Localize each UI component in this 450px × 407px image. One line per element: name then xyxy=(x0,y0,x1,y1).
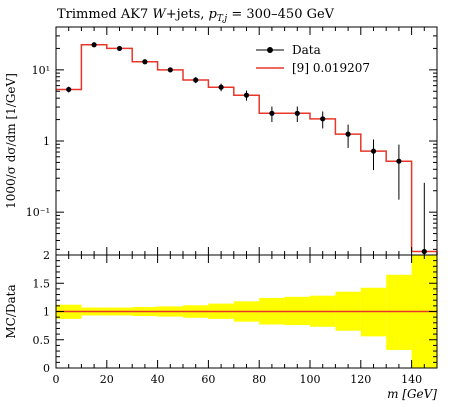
title-range: = 300–450 GeV xyxy=(227,7,334,22)
data-point xyxy=(218,84,224,90)
data-point xyxy=(243,92,250,98)
data-point xyxy=(345,131,351,137)
data-point xyxy=(66,86,72,93)
legend: Data [9] 0.019207 xyxy=(256,43,370,75)
ratio-y-tick-label: 2 xyxy=(43,249,50,262)
main-y-axis: 10¹ 1 10⁻¹ xyxy=(26,26,437,250)
data-points xyxy=(66,42,427,255)
x-tick-label: 20 xyxy=(100,373,114,386)
main-y-tick-label: 1 xyxy=(43,135,50,148)
legend-data-label: Data xyxy=(292,43,321,57)
ratio-y-axis: 0 0.5 1 1.5 2 xyxy=(33,249,437,375)
x-tick-label: 140 xyxy=(401,373,422,386)
legend-data-marker xyxy=(267,47,273,53)
mc-histogram xyxy=(56,44,438,255)
main-y-tick-label: 10⁻¹ xyxy=(26,206,50,219)
title-sub: T,j xyxy=(217,14,228,24)
ratio-band-bin xyxy=(386,274,412,350)
title-main: Trimmed AK7 xyxy=(57,7,152,22)
data-point xyxy=(370,148,377,154)
main-y-label: 1000/σ dσ/dm [1/GeV] xyxy=(4,73,18,209)
main-frame xyxy=(55,26,438,256)
data-point xyxy=(294,110,300,116)
data-point xyxy=(320,116,326,122)
ratio-frame xyxy=(55,254,438,369)
ratio-panel: 0 0.5 1 1.5 2 0 20 40 60 80 100 120 140 MC/Data m [… xyxy=(4,249,438,401)
data-point xyxy=(167,67,173,73)
ratio-y-tick-label: 1.5 xyxy=(33,277,51,290)
ratio-y-tick-label: 0.5 xyxy=(33,334,51,347)
x-tick-label: 120 xyxy=(350,373,371,386)
ratio-y-label: MC/Data xyxy=(4,284,18,338)
legend-mc-label: [9] 0.019207 xyxy=(292,61,370,75)
data-point xyxy=(269,110,275,116)
main-x-ticks xyxy=(55,27,438,255)
data-point xyxy=(193,77,199,83)
title-p: p xyxy=(209,7,218,22)
data-point xyxy=(91,42,97,48)
main-panel: 10¹ 1 10⁻¹ 1000/σ dσ/dm [1/GeV] xyxy=(4,26,438,256)
title-w: W xyxy=(152,7,167,22)
main-y-tick-label: 10¹ xyxy=(32,64,50,77)
x-tick-label: 80 xyxy=(252,373,266,386)
ratio-x-axis: 0 20 40 60 80 100 120 140 xyxy=(53,255,438,386)
ratio-y-tick-label: 0 xyxy=(43,362,50,375)
x-tick-label: 0 xyxy=(53,373,60,386)
ratio-y-tick-label: 1 xyxy=(43,306,50,319)
x-tick-label: 60 xyxy=(201,373,215,386)
mc-histogram-line xyxy=(56,44,438,255)
chart-title: Trimmed AK7 W+jets, pT,j = 300–450 GeV xyxy=(57,7,335,24)
data-point xyxy=(396,158,402,164)
title-jets: +jets, xyxy=(166,7,209,22)
data-point xyxy=(142,59,148,65)
x-axis-label: m [GeV] xyxy=(387,387,437,401)
data-point xyxy=(116,45,123,52)
x-tick-label: 100 xyxy=(300,373,321,386)
x-tick-label: 40 xyxy=(151,373,165,386)
